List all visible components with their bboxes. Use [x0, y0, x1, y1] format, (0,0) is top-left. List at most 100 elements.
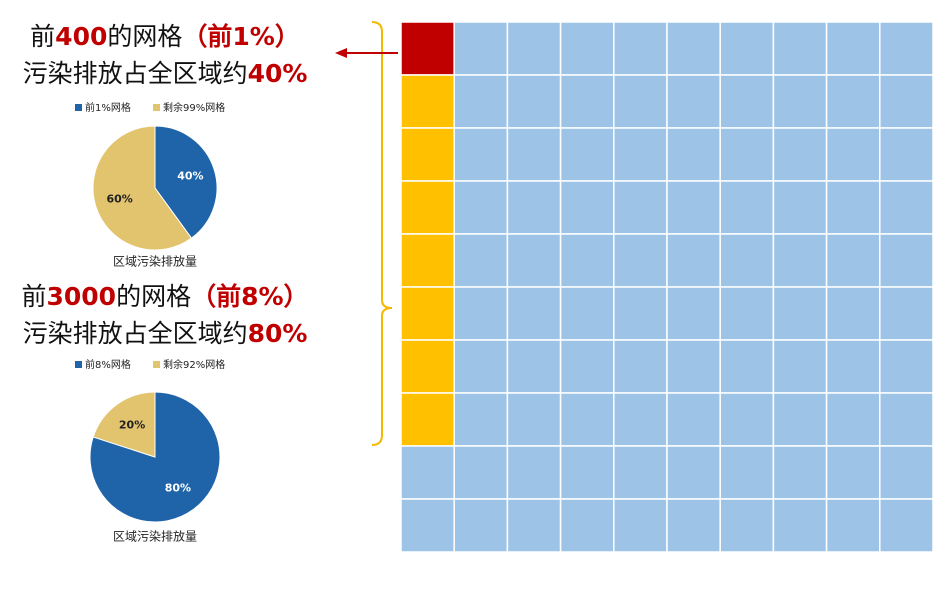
callout-segment: 污染排放占全区域约 — [23, 319, 248, 348]
grid-cell — [879, 392, 934, 447]
grid-cell — [613, 286, 668, 341]
grid-cell — [825, 180, 881, 235]
grid-cell — [666, 392, 721, 447]
grid-cell — [719, 498, 775, 553]
grid-cell — [825, 74, 881, 129]
grid-cell — [506, 498, 562, 553]
grid-cell — [772, 127, 828, 182]
grid-cell — [613, 392, 668, 447]
legend-label: 前1%网格 — [85, 101, 131, 114]
grid-cell — [506, 233, 562, 288]
grid-cell — [772, 21, 828, 76]
pie-slice — [154, 125, 218, 239]
grid-cell — [559, 498, 615, 553]
grid-cell — [666, 445, 721, 500]
legend-swatch — [75, 361, 82, 368]
callout-line: 污染排放占全区域约40% — [23, 59, 308, 89]
grid-cell — [719, 339, 775, 394]
grid-cell — [719, 445, 775, 500]
grid-cell — [506, 74, 562, 129]
grid-cell — [453, 21, 509, 76]
callout-segment: 3000 — [46, 282, 116, 311]
grid-cell — [613, 180, 668, 235]
grid-cell — [719, 21, 775, 76]
grid-cell — [772, 498, 828, 553]
grid-cell — [453, 233, 509, 288]
grid-cell — [879, 339, 934, 394]
legend-label: 剩余92%网格 — [163, 358, 225, 371]
grid-cell — [613, 74, 668, 129]
grid-cell — [666, 498, 721, 553]
grid-cell — [879, 180, 934, 235]
grid-cell — [453, 392, 509, 447]
grid-cell — [772, 445, 828, 500]
value-label: 40% — [177, 170, 203, 183]
grid-cell — [719, 180, 775, 235]
grid-cell — [719, 286, 775, 341]
pie-slice — [92, 125, 193, 251]
grid-cell — [506, 180, 562, 235]
grid-cell — [400, 392, 455, 447]
arrow-head — [335, 48, 347, 58]
grid-cell — [666, 21, 721, 76]
grid-cell — [453, 74, 509, 129]
grid-cell — [879, 286, 934, 341]
callout-line: 前3000的网格（前8%） — [21, 282, 308, 312]
grid-cell — [613, 127, 668, 182]
grid-cell — [879, 74, 934, 129]
grid-cell — [506, 445, 562, 500]
grid-cell — [613, 21, 668, 76]
grid-cell — [400, 21, 455, 76]
grid-cell — [825, 127, 881, 182]
grid-cell — [506, 127, 562, 182]
grid-cell — [825, 21, 881, 76]
grid-cell — [559, 392, 615, 447]
grid-cell — [825, 233, 881, 288]
grid-cell — [613, 233, 668, 288]
grid-cell — [400, 233, 455, 288]
chart-title: 区域污染排放量 — [113, 254, 197, 269]
callout-line: 前400的网格（前1%） — [30, 22, 300, 52]
grid-cell — [879, 445, 934, 500]
grid-cell — [825, 498, 881, 553]
grid-cell — [559, 127, 615, 182]
value-label: 80% — [165, 482, 191, 495]
legend-swatch — [153, 104, 160, 111]
pie-slice — [92, 391, 156, 458]
callout-segment: 的网格 — [116, 282, 191, 311]
grid-cell — [400, 74, 455, 129]
grid-cell — [666, 339, 721, 394]
grid-cell — [879, 21, 934, 76]
grid-cell — [400, 180, 455, 235]
callout-line: 污染排放占全区域约80% — [23, 319, 308, 349]
grid-cell — [453, 339, 509, 394]
legend-label: 剩余99%网格 — [163, 101, 225, 114]
grid-cell — [400, 127, 455, 182]
grid-cell — [666, 286, 721, 341]
grid-cell — [559, 286, 615, 341]
grid-cell — [879, 233, 934, 288]
grid-cell — [772, 286, 828, 341]
callout-segment: （前8%） — [191, 282, 308, 311]
grid-cell — [559, 21, 615, 76]
callout-segment: 的网格 — [107, 22, 182, 51]
grid-cell — [772, 339, 828, 394]
grid-cell — [719, 127, 775, 182]
bracket — [371, 21, 393, 446]
grid-cell — [772, 233, 828, 288]
value-label: 20% — [119, 418, 145, 431]
grid-cell — [719, 74, 775, 129]
grid-cell — [719, 392, 775, 447]
callout-segment: 前 — [21, 282, 46, 311]
grid-cell — [453, 286, 509, 341]
legend-swatch — [153, 361, 160, 368]
grid-cell — [825, 445, 881, 500]
grid-cell — [559, 74, 615, 129]
grid-cell — [666, 74, 721, 129]
grid-cell — [506, 286, 562, 341]
chart-title: 区域污染排放量 — [113, 529, 197, 544]
grid-cell — [825, 392, 881, 447]
grid-cell — [879, 127, 934, 182]
legend-label: 前8%网格 — [85, 358, 131, 371]
grid-cell — [719, 233, 775, 288]
